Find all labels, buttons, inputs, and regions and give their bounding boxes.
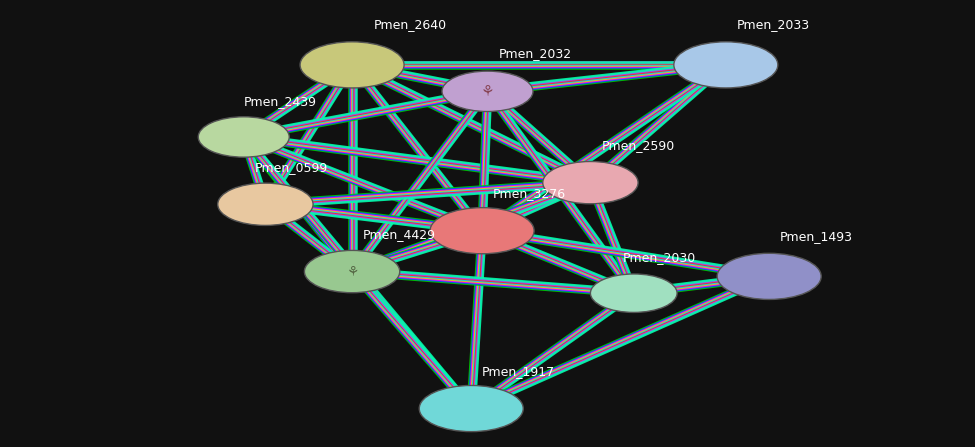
Text: ⚘: ⚘: [346, 265, 359, 278]
Text: Pmen_1493: Pmen_1493: [780, 230, 853, 243]
Circle shape: [674, 42, 778, 88]
Text: Pmen_0599: Pmen_0599: [254, 161, 328, 174]
Text: Pmen_2032: Pmen_2032: [498, 47, 571, 60]
Circle shape: [304, 250, 400, 293]
Circle shape: [442, 71, 533, 111]
Circle shape: [419, 385, 524, 432]
Circle shape: [300, 42, 404, 88]
Text: Pmen_1917: Pmen_1917: [482, 365, 555, 378]
Circle shape: [198, 117, 290, 157]
Text: Pmen_2590: Pmen_2590: [602, 139, 675, 152]
Circle shape: [543, 161, 638, 204]
Circle shape: [718, 253, 821, 299]
Circle shape: [430, 208, 534, 254]
Text: Pmen_3276: Pmen_3276: [493, 187, 566, 200]
Circle shape: [591, 274, 677, 312]
Text: Pmen_2439: Pmen_2439: [244, 95, 317, 108]
Text: Pmen_2030: Pmen_2030: [623, 251, 696, 264]
Text: Pmen_2033: Pmen_2033: [737, 18, 810, 31]
Text: Pmen_4429: Pmen_4429: [363, 228, 436, 241]
Circle shape: [217, 183, 313, 225]
Text: Pmen_2640: Pmen_2640: [373, 18, 447, 31]
Text: ⚘: ⚘: [481, 84, 494, 99]
